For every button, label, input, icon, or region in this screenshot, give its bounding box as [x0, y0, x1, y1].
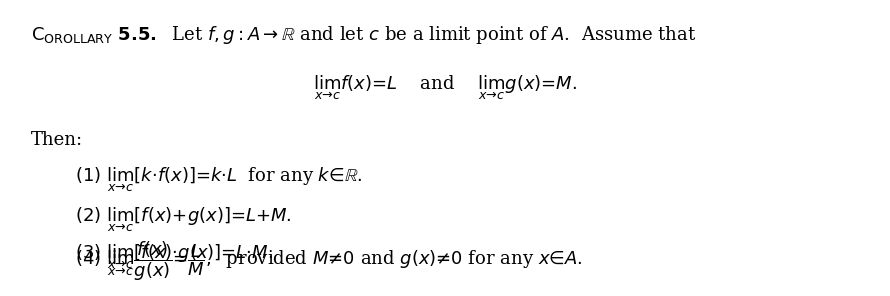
- Text: $(3)\ \lim_{x \to c} [f(x) \cdot g(x)] = L \cdot M.$: $(3)\ \lim_{x \to c} [f(x) \cdot g(x)] =…: [75, 243, 272, 271]
- Text: $(2)\ \lim_{x \to c} [f(x) + g(x)] = L + M.$: $(2)\ \lim_{x \to c} [f(x) + g(x)] = L +…: [75, 205, 291, 234]
- Text: $\lim_{x \to c} f(x) = L \quad$ and $\quad \lim_{x \to c} g(x) = M.$: $\lim_{x \to c} f(x) = L \quad$ and $\qu…: [313, 73, 577, 102]
- Text: $\mathrm{C}_{\mathrm{OROLLARY}}\ \mathbf{5.5.}$  Let $f, g : A \rightarrow \math: $\mathrm{C}_{\mathrm{OROLLARY}}\ \mathbf…: [30, 24, 696, 46]
- Text: $(1)\ \lim_{x \to c} [k \cdot f(x)] = k \cdot L\ $ for any $k \in \mathbb{R}.$: $(1)\ \lim_{x \to c} [k \cdot f(x)] = k …: [75, 165, 362, 194]
- Text: $(4)\ \lim_{x \to c} \dfrac{f(x)}{g(x)} = \dfrac{L}{M},\ $ provided $M \neq 0$ a: $(4)\ \lim_{x \to c} \dfrac{f(x)}{g(x)} …: [75, 239, 582, 283]
- Text: Then:: Then:: [30, 131, 83, 149]
